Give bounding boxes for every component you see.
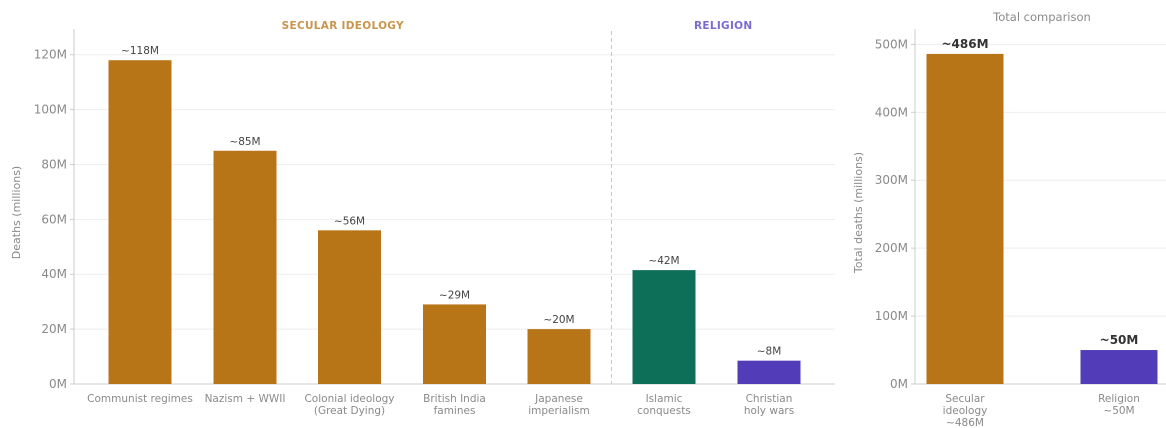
right-x-category-label: Secular: [945, 393, 985, 405]
right-bar: [1080, 350, 1158, 384]
right-bar-value-label: ~486M: [941, 37, 988, 51]
left-bar: [108, 60, 172, 384]
left-bar: [737, 360, 801, 384]
left-x-category-label: Islamic: [646, 393, 683, 405]
left-y-tick-label: 40M: [41, 267, 67, 281]
right-bar: [926, 53, 1004, 385]
right-x-category-label: ~486M: [946, 417, 984, 428]
right-y-tick-label: 300M: [875, 173, 908, 187]
section-header-religion: RELIGION: [694, 20, 753, 32]
right-y-tick-label: 100M: [875, 309, 908, 323]
right-y-tick-label: 400M: [875, 105, 908, 119]
left-x-category-label: famines: [434, 405, 476, 417]
left-bar: [213, 150, 277, 384]
left-y-tick-label: 60M: [41, 212, 67, 226]
left-x-category-label: Communist regimes: [87, 393, 193, 405]
left-bar: [632, 270, 696, 384]
right-chart-title: Total comparison: [992, 10, 1091, 24]
left-bar-value-label: ~85M: [229, 136, 260, 148]
left-bar: [318, 230, 381, 384]
left-y-tick-label: 20M: [41, 322, 67, 336]
right-y-tick-label: 0M: [890, 377, 908, 391]
left-x-category-label: Christian: [746, 393, 793, 405]
left-y-tick-label: 80M: [41, 157, 67, 171]
right-y-tick-label: 200M: [875, 241, 908, 255]
left-bar-value-label: ~42M: [648, 255, 679, 267]
left-y-axis-title: Deaths (millions): [10, 166, 23, 259]
left-bar: [423, 304, 486, 384]
left-bar-value-label: ~29M: [439, 289, 470, 301]
left-x-category-label: Nazism + WWII: [205, 393, 286, 405]
left-x-category-label: Colonial ideology: [304, 393, 394, 405]
right-x-category-label: ~50M: [1103, 405, 1134, 417]
right-x-category-label: Religion: [1098, 393, 1140, 405]
left-x-category-label: (Great Dying): [314, 405, 385, 417]
left-chart-panel: 0M 20M 40M 60M 80M 100M 120M Deaths (millions) ~…: [10, 20, 835, 417]
left-y-tick-label: 100M: [34, 103, 67, 117]
left-bar-value-label: ~118M: [121, 45, 159, 57]
left-x-category-label: imperialism: [528, 405, 589, 417]
left-x-category-label: conquests: [637, 405, 691, 417]
left-x-category-label: Japanese: [534, 393, 583, 405]
right-bar-value-label: ~50M: [1100, 333, 1139, 347]
right-chart-panel: 0M 100M 200M 300M 400M 500M Total deaths (mill…: [852, 10, 1166, 428]
left-x-category-label: holy wars: [744, 405, 794, 417]
left-y-tick-label: 0M: [49, 377, 67, 391]
right-y-tick-label: 500M: [875, 37, 908, 51]
left-y-tick-label: 120M: [34, 48, 67, 62]
left-bar-value-label: ~56M: [334, 215, 365, 227]
section-header-secular: SECULAR IDEOLOGY: [282, 20, 404, 32]
left-bar-value-label: ~8M: [757, 346, 782, 358]
left-bar: [527, 329, 591, 384]
right-x-category-label: ideology: [943, 405, 988, 417]
right-y-axis-title: Total deaths (millions): [852, 152, 865, 274]
left-x-category-label: British India: [423, 393, 486, 405]
left-bar-value-label: ~20M: [543, 314, 574, 326]
